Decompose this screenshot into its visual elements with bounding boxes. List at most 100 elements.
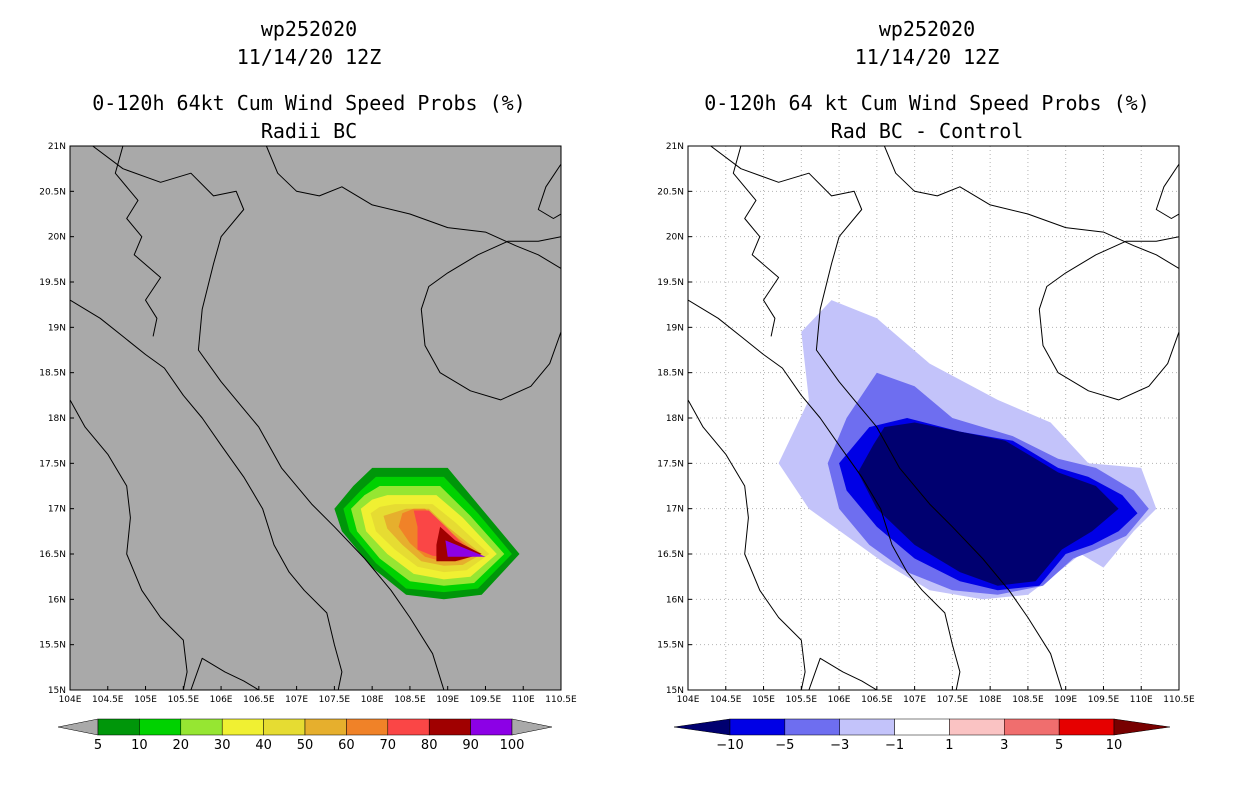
right-probability-shading — [778, 300, 1157, 600]
lat-tick-label: 16N — [48, 595, 66, 605]
country-border — [70, 299, 343, 690]
colorbar-swatch — [221, 718, 264, 736]
lon-tick-label: 109E — [1054, 695, 1077, 705]
country-border — [688, 299, 961, 690]
colorbar-swatch — [1058, 718, 1115, 736]
country-border — [808, 657, 878, 690]
coastline — [265, 146, 561, 269]
colorbar-label: 3 — [1000, 738, 1008, 753]
lon-tick-label: 108.5E — [394, 695, 426, 705]
right-coastlines — [688, 146, 1179, 690]
left-axis-labels: 21N 20.5N 20N 19.5N 19N 18.5N 18N 17.5N 17N 16.5N… — [39, 142, 577, 705]
lat-tick-label: 20N — [666, 233, 684, 243]
colorbar-label: 5 — [1055, 738, 1063, 753]
colorbar-swatch — [97, 718, 140, 736]
lon-tick-label: 107E — [285, 695, 308, 705]
colorbar-label: −5 — [775, 738, 794, 753]
right-product-title: 0-120h 64 kt Cum Wind Speed Probs (%) — [704, 91, 1150, 115]
lat-tick-label: 16.5N — [39, 550, 66, 560]
colorbar-low-arrow — [57, 718, 99, 736]
lon-tick-label: 109E — [436, 695, 459, 705]
lon-tick-label: 109.5E — [470, 695, 502, 705]
lon-tick-label: 106.5E — [861, 695, 893, 705]
colorbar-label: 50 — [297, 738, 314, 753]
lon-tick-label: 105E — [752, 695, 775, 705]
colorbar-label: 10 — [1106, 738, 1123, 753]
colorbar-swatch — [1004, 718, 1060, 736]
lat-tick-label: 16.5N — [657, 550, 684, 560]
colorbar-swatch — [387, 718, 430, 736]
lat-tick-label: 17N — [666, 505, 684, 515]
lat-tick-label: 18N — [666, 414, 684, 424]
lon-tick-label: 106E — [828, 695, 851, 705]
lon-tick-label: 106.5E — [243, 695, 275, 705]
colorbar-swatch — [949, 718, 1005, 736]
colorbar-swatch — [263, 718, 306, 736]
lat-tick-label: 20N — [48, 233, 66, 243]
colorbar-swatch — [470, 718, 513, 736]
colorbar-swatch — [428, 718, 471, 736]
colorbar-low-arrow — [673, 718, 731, 736]
colorbar-swatch — [729, 718, 786, 736]
coastline — [420, 236, 561, 401]
lat-tick-label: 15N — [666, 686, 684, 696]
colorbar-swatch — [180, 718, 223, 736]
colorbar-label: −10 — [716, 738, 743, 753]
colorbar-label: 70 — [380, 738, 397, 753]
lat-tick-label: 15.5N — [39, 641, 66, 651]
lon-tick-label: 107E — [903, 695, 926, 705]
coastline — [92, 146, 445, 690]
left-storm-id: wp252020 — [260, 17, 358, 41]
lat-tick-label: 21N — [48, 142, 66, 152]
left-map: 21N 20.5N 20N 19.5N 19N 18.5N 18N 17.5N 17N 16.5N… — [39, 142, 577, 753]
left-subtitle: Radii BC — [260, 119, 358, 143]
lat-tick-label: 18.5N — [39, 369, 66, 379]
coastline — [710, 146, 1063, 690]
lon-tick-label: 104.5E — [92, 695, 124, 705]
right-datetime: 11/14/20 12Z — [854, 45, 1000, 69]
lat-tick-label: 19N — [666, 323, 684, 333]
lon-tick-label: 106E — [210, 695, 233, 705]
left-plot: 21N 20.5N 20N 19.5N 19N 18.5N 18N 17.5N 17N 16.5N… — [39, 142, 577, 753]
colorbar-label: 1 — [945, 738, 953, 753]
lon-tick-label: 109.5E — [1088, 695, 1120, 705]
lon-tick-label: 108E — [979, 695, 1002, 705]
left-coastlines — [70, 146, 561, 690]
lon-tick-label: 110E — [1130, 695, 1153, 705]
lat-tick-label: 20.5N — [39, 187, 66, 197]
lon-tick-label: 104E — [677, 695, 700, 705]
country-border — [70, 399, 188, 690]
lon-tick-label: 108E — [361, 695, 384, 705]
coastline — [1155, 163, 1179, 219]
prob-contour-90 — [445, 540, 486, 557]
lat-tick-label: 21N — [666, 142, 684, 152]
colorbar-label: 30 — [214, 738, 231, 753]
lat-tick-label: 15.5N — [657, 641, 684, 651]
colorbar-label: 80 — [421, 738, 438, 753]
lat-tick-label: 19.5N — [39, 278, 66, 288]
colorbar-label: 5 — [94, 738, 102, 753]
lon-tick-label: 105.5E — [786, 695, 818, 705]
country-border — [190, 657, 260, 690]
colorbar-high-arrow — [511, 718, 553, 736]
right-plot: 21N 20.5N 20N 19.5N 19N 18.5N 18N 17.5N 17N 16.5N… — [657, 142, 1195, 753]
colorbar-swatch — [784, 718, 840, 736]
country-border — [114, 146, 162, 337]
country-border — [688, 399, 806, 690]
colorbar-high-arrow — [1113, 718, 1171, 736]
colorbar-label: 40 — [255, 738, 272, 753]
lon-tick-label: 104E — [59, 695, 82, 705]
right-axis-labels: 21N 20.5N 20N 19.5N 19N 18.5N 18N 17.5N 17N 16.5N… — [657, 142, 1195, 705]
colorbar-label: 100 — [500, 738, 525, 753]
lat-tick-label: 19N — [48, 323, 66, 333]
right-panel: wp252020 11/14/20 12Z 0-120h 64 kt Cum W… — [618, 0, 1236, 800]
left-panel: wp252020 11/14/20 12Z 0-120h 64kt Cum Wi… — [39, 17, 577, 753]
colorbar-swatch — [139, 718, 182, 736]
lon-tick-label: 110.5E — [545, 695, 577, 705]
lon-tick-label: 108.5E — [1012, 695, 1044, 705]
colorbar-swatch — [894, 718, 950, 736]
right-colorbar: −10 −5 −3 −1 1 3 5 10 — [673, 718, 1171, 753]
lon-tick-label: 107.5E — [937, 695, 969, 705]
left-probability-shading — [334, 467, 520, 600]
diff-contour — [858, 422, 1119, 586]
